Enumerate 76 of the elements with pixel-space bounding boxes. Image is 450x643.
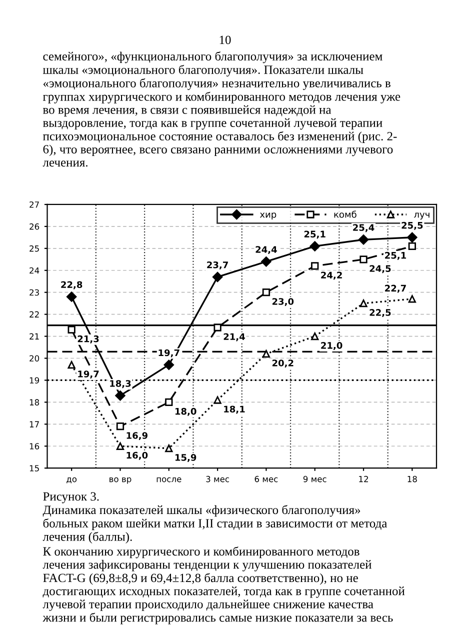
data-label: 22,5 (370, 309, 391, 318)
y-tick-label: 23 (30, 289, 39, 296)
x-tick-label: 3 мес (206, 476, 230, 482)
point (360, 256, 368, 264)
data-label: 18,3 (110, 380, 131, 388)
data-label: 24,4 (256, 246, 277, 254)
point (214, 324, 222, 332)
point (407, 232, 418, 243)
text: 10 (220, 36, 231, 44)
x-tick-label: 6 мес (254, 476, 278, 482)
point (408, 295, 416, 303)
point (165, 444, 173, 452)
point (358, 234, 369, 245)
y-tick-label: 19 (30, 377, 40, 384)
text: К окончанию хирургического и комбинированного методов лечения зафиксированы тенденции к улучшению показателей FACT-G (69,8±8,9 и 69,4±12,8 балла соответственно), но не достигающих исходных показателей, тогда как в группе сочетанной лучевой терапии происходило дальнейшее снижение качества жизни и были регистрировались самые низкие показатели за весь (42, 546, 405, 624)
data-label: 18,0 (175, 408, 196, 416)
y-tick-label: 18 (30, 399, 40, 406)
data-label: 23,7 (207, 261, 228, 270)
y-tick-label: 24 (30, 267, 40, 274)
point (212, 272, 223, 282)
point (68, 326, 76, 334)
y-tick-label: 20 (30, 355, 40, 362)
x-tick-label: после (156, 477, 182, 482)
data-label: 25,1 (304, 230, 326, 239)
y-tick-label: 25 (30, 245, 39, 252)
point (262, 350, 270, 358)
data-label: 19,7 (158, 349, 180, 358)
y-tick-label: 21 (30, 333, 39, 340)
text: семейного», «функционального благополучия» за исключением шкалы «эмоционального благополучия». Показатели шкалы «эмоционального благополучия» незначительно увеличивались в группах хирургического и комбинированного методов лечения уже во время лечения, в связи с появившейся надеждой на выздоровление, тогда как в группе сочетанной лучевой терапии психоэмоциональное состояние оставалось без изменений (рис. 2- 6), что вероятнее, всего связано ранними осложнениями лучевого лечения. (42, 51, 400, 167)
data-label: 20,2 (272, 360, 294, 368)
data-label: 25,4 (353, 224, 374, 232)
point (262, 288, 270, 296)
x-tick-label: 9 мес (303, 476, 326, 482)
point (164, 360, 174, 370)
data-label: 23,0 (272, 298, 294, 306)
data-label: 21,0 (321, 342, 342, 350)
data-label: 15,9 (175, 454, 196, 462)
x-tick-label: во вр (110, 477, 132, 484)
point (310, 241, 320, 252)
y-tick-label: 22 (30, 311, 39, 318)
data-label: 18,1 (224, 406, 245, 414)
point (408, 242, 416, 250)
data-label: 19,7 (78, 370, 99, 379)
y-tick-label: 27 (30, 201, 39, 208)
point (311, 262, 319, 270)
data-label: 24,2 (321, 272, 342, 280)
data-label: 22,7 (385, 284, 406, 293)
data-label: 21,3 (78, 335, 99, 344)
data-label: 21,4 (224, 333, 245, 342)
point (311, 332, 319, 340)
point (115, 390, 126, 401)
x-tick-label: 18 (408, 476, 417, 482)
y-tick-label: 15 (30, 465, 39, 472)
point (116, 422, 124, 430)
data-label: 16,9 (126, 432, 148, 440)
data-label: 25,1 (385, 252, 406, 260)
point (68, 361, 76, 369)
data-label: 16,0 (126, 452, 148, 460)
point (66, 292, 77, 302)
point (214, 396, 222, 404)
legend-label: хир (260, 212, 276, 220)
x-tick-label: 12 (359, 476, 368, 482)
point (360, 300, 368, 308)
x-tick-label: до (66, 477, 77, 484)
text: Рисунок 3. Динамика показателей шкалы «физического благополучия» больных раком шейки матки I,II стадии в зависимости от метода лечения (баллы). (42, 492, 388, 544)
point (261, 256, 272, 267)
y-tick-label: 26 (30, 223, 40, 230)
data-label: 25,5 (402, 222, 423, 230)
legend-label: луч (414, 212, 430, 220)
y-tick-label: 17 (30, 421, 39, 428)
legend-label: комб (334, 210, 356, 218)
point (165, 398, 173, 406)
data-label: 24,5 (370, 265, 391, 274)
point (116, 442, 124, 450)
y-tick-label: 16 (30, 443, 40, 450)
data-label: 22,8 (61, 281, 82, 290)
